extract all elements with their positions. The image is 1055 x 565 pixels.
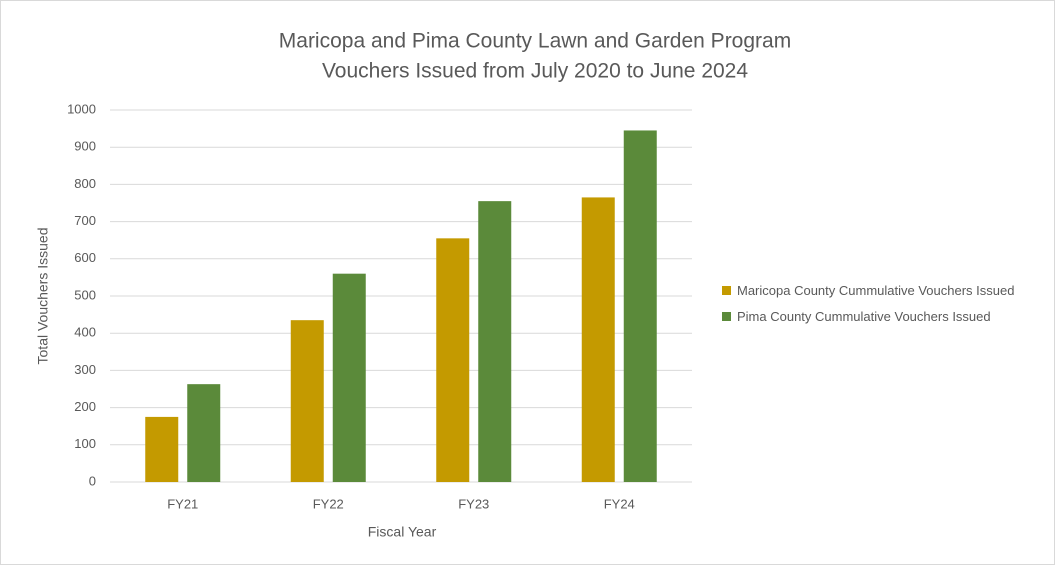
bar [478,201,512,482]
bar [436,238,470,482]
x-axis-title: Fiscal Year [368,524,437,540]
legend-swatch [722,312,731,321]
y-tick-label: 400 [74,325,96,340]
legend-entry: Maricopa County Cummulative Vouchers Iss… [722,282,1022,300]
bar [581,197,615,483]
legend-entry: Pima County Cummulative Vouchers Issued [722,308,1022,326]
x-tick-label: FY24 [604,496,635,511]
x-tick-label: FY23 [458,496,489,511]
chart-title: Maricopa and Pima County Lawn and Garden… [279,30,791,53]
bar [187,384,221,482]
y-tick-label: 900 [74,139,96,154]
chart-subtitle: Vouchers Issued from July 2020 to June 2… [322,60,748,83]
y-tick-label: 700 [74,213,96,228]
y-tick-label: 200 [74,399,96,414]
y-tick-label: 100 [74,436,96,451]
bar [623,130,657,482]
legend-label: Pima County Cummulative Vouchers Issued [737,309,991,324]
x-tick-label: FY21 [167,496,198,511]
y-tick-label: 800 [74,176,96,191]
bar [290,320,324,482]
legend-swatch [722,286,731,295]
legend-label: Maricopa County Cummulative Vouchers Iss… [737,283,1015,298]
y-tick-label: 600 [74,250,96,265]
y-tick-label: 500 [74,287,96,302]
y-tick-label: 1000 [67,101,96,116]
x-tick-label: FY22 [313,496,344,511]
y-axis-title: Total Vouchers Issued [35,228,51,365]
y-tick-label: 0 [89,473,96,488]
legend: Maricopa County Cummulative Vouchers Iss… [722,282,1022,334]
bar [145,416,179,482]
y-tick-label: 300 [74,362,96,377]
bar [332,273,366,482]
